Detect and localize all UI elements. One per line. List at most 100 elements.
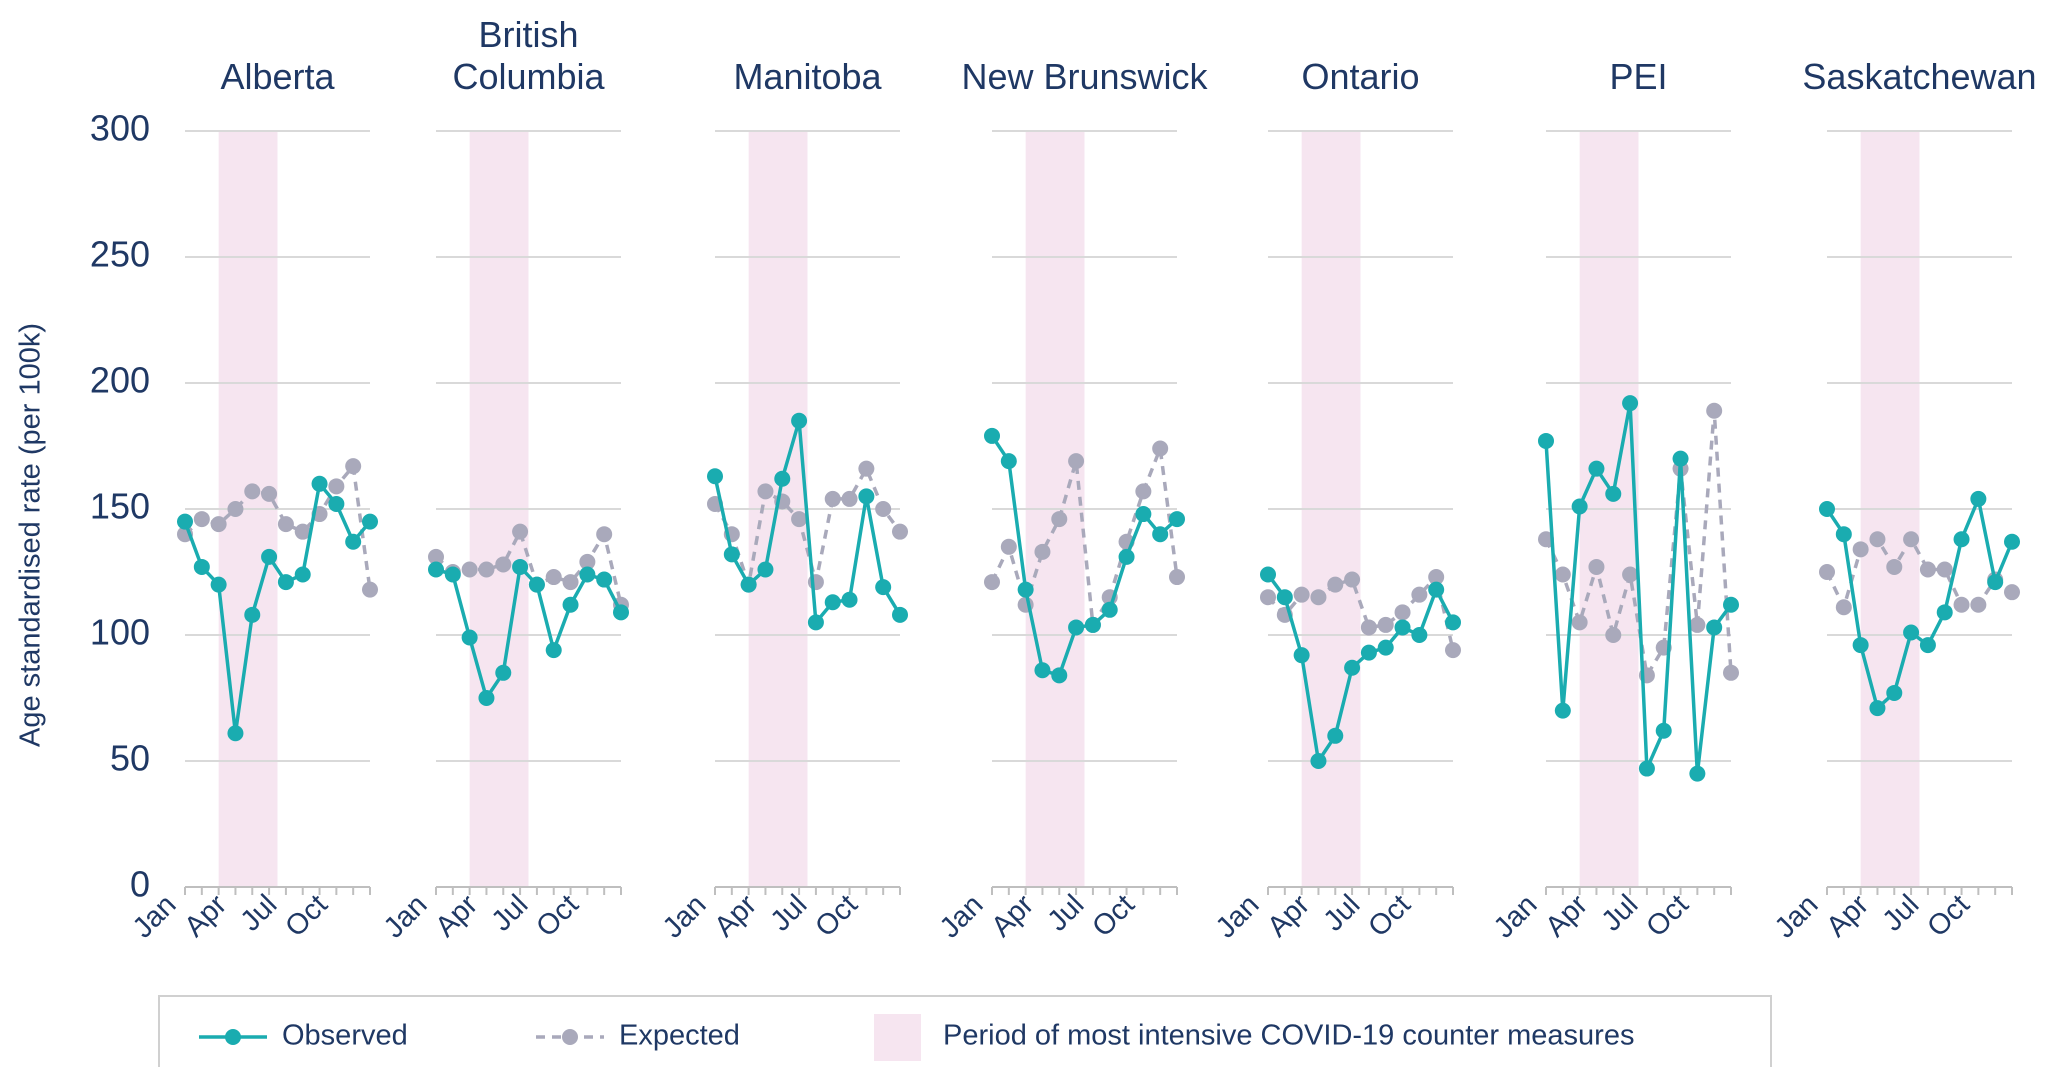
data-point bbox=[1970, 596, 1987, 613]
data-point bbox=[193, 558, 210, 575]
data-point bbox=[210, 576, 227, 593]
data-point bbox=[1869, 531, 1886, 548]
data-point bbox=[1260, 589, 1276, 606]
data-point bbox=[345, 458, 362, 475]
data-point bbox=[261, 548, 278, 565]
data-point bbox=[1394, 604, 1411, 621]
data-point bbox=[428, 561, 444, 578]
x-tick-label: Jan bbox=[1210, 889, 1266, 945]
series-line bbox=[1266, 573, 1455, 766]
data-point bbox=[444, 566, 461, 583]
data-point bbox=[495, 664, 512, 681]
data-point bbox=[227, 725, 244, 742]
data-point bbox=[1655, 722, 1672, 739]
data-point bbox=[328, 478, 345, 495]
data-point bbox=[984, 574, 1000, 591]
series-line bbox=[1544, 402, 1733, 774]
data-point bbox=[841, 490, 858, 507]
data-point bbox=[1723, 664, 1739, 681]
data-point bbox=[1723, 596, 1739, 613]
data-point bbox=[1152, 526, 1169, 543]
data-point bbox=[1293, 586, 1310, 603]
data-point bbox=[858, 460, 875, 477]
data-point bbox=[1276, 589, 1293, 606]
data-point bbox=[1903, 531, 1920, 548]
y-tick-label: 100 bbox=[90, 612, 150, 653]
data-point bbox=[824, 594, 841, 611]
data-point bbox=[1344, 571, 1361, 588]
data-point bbox=[707, 468, 723, 485]
data-point bbox=[461, 629, 478, 646]
data-point bbox=[1394, 619, 1411, 636]
data-point bbox=[858, 488, 875, 505]
data-point bbox=[1706, 619, 1723, 636]
data-point bbox=[824, 490, 841, 507]
data-point bbox=[984, 427, 1000, 444]
x-tick-label: Jan bbox=[657, 889, 713, 945]
panel-title: Alberta bbox=[220, 56, 335, 97]
panel-title: Ontario bbox=[1301, 56, 1420, 97]
data-point bbox=[1034, 662, 1051, 679]
data-point bbox=[1953, 596, 1970, 613]
data-point bbox=[1360, 619, 1377, 636]
data-point bbox=[1084, 616, 1101, 633]
data-point bbox=[1169, 511, 1185, 528]
data-point bbox=[791, 511, 808, 528]
x-tick-label: Oct bbox=[1086, 889, 1141, 944]
data-point bbox=[579, 553, 596, 570]
data-point bbox=[1835, 526, 1852, 543]
panel-title: Manitoba bbox=[733, 56, 882, 97]
panel-title: New Brunswick bbox=[961, 56, 1208, 97]
data-point bbox=[1051, 511, 1068, 528]
data-point bbox=[596, 526, 613, 543]
legend-marker bbox=[562, 1029, 578, 1045]
x-tick-label: Jan bbox=[934, 889, 990, 945]
data-point bbox=[1819, 564, 1835, 580]
data-point bbox=[1034, 543, 1051, 560]
data-point bbox=[1428, 581, 1445, 598]
data-point bbox=[1310, 753, 1327, 769]
data-point bbox=[1377, 616, 1394, 633]
series-line bbox=[1266, 573, 1455, 651]
data-point bbox=[1886, 684, 1903, 701]
data-point bbox=[1571, 498, 1588, 515]
legend-swatch bbox=[874, 1014, 921, 1061]
legend-marker bbox=[225, 1029, 241, 1045]
data-point bbox=[1344, 659, 1361, 676]
x-tick-label: Oct bbox=[1640, 889, 1695, 944]
data-point bbox=[1293, 647, 1310, 664]
data-point bbox=[1638, 760, 1655, 777]
data-point bbox=[528, 576, 545, 593]
data-point bbox=[1605, 627, 1622, 643]
data-point bbox=[1360, 644, 1377, 661]
data-point bbox=[1919, 637, 1936, 654]
data-point bbox=[1622, 395, 1639, 412]
x-tick-label: Oct bbox=[530, 889, 585, 944]
data-point bbox=[1970, 490, 1987, 507]
panel-title: Saskatchewan bbox=[1802, 56, 2037, 97]
data-point bbox=[1000, 453, 1017, 470]
x-tick-label: Apr bbox=[178, 889, 233, 944]
data-point bbox=[210, 516, 227, 533]
series-line bbox=[1544, 410, 1733, 681]
data-point bbox=[1068, 619, 1085, 636]
data-point bbox=[1135, 506, 1152, 523]
data-point bbox=[1327, 727, 1344, 744]
data-point bbox=[512, 558, 529, 575]
data-point bbox=[495, 556, 512, 573]
data-point bbox=[1852, 637, 1869, 654]
data-point bbox=[177, 513, 193, 530]
x-tick-label: Jul bbox=[486, 889, 535, 938]
data-point bbox=[193, 511, 210, 528]
y-tick-label: 50 bbox=[110, 738, 150, 779]
data-point bbox=[1953, 531, 1970, 548]
data-point bbox=[261, 485, 278, 502]
data-point bbox=[807, 614, 824, 631]
x-tick-label: Apr bbox=[429, 889, 484, 944]
data-point bbox=[562, 596, 579, 613]
data-point bbox=[807, 574, 824, 591]
data-point bbox=[740, 576, 757, 593]
data-point bbox=[1538, 432, 1554, 449]
x-tick-label: Apr bbox=[1820, 889, 1875, 944]
